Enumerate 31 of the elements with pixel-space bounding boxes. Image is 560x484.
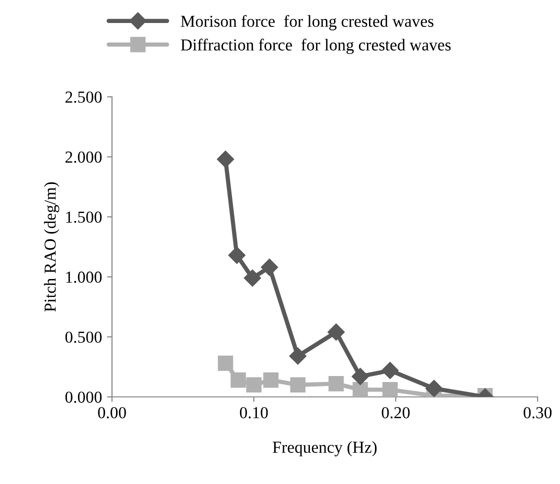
point (352, 382, 368, 397)
point (382, 382, 398, 397)
point (425, 380, 443, 397)
x-tick-label: 0.00 (98, 407, 126, 418)
y-tick-label: 0.500 (65, 332, 102, 343)
y-tick-label: 1.500 (66, 212, 102, 223)
x-tick-label: 0.10 (240, 407, 268, 418)
point (216, 150, 234, 168)
point (328, 376, 344, 392)
point (260, 258, 278, 276)
y-tick-label: 0.000 (65, 392, 102, 403)
point (328, 324, 345, 341)
legend-label: Diffraction force for long crested waves (180, 38, 451, 54)
legend-label: Morison force for long crested waves (180, 15, 434, 30)
y-tick-label: 2.000 (66, 152, 102, 163)
point (290, 377, 306, 393)
y-axis-title: Pitch RAO (deg/m) (44, 182, 60, 312)
point (246, 377, 262, 393)
point (230, 372, 246, 388)
x-tick-label: 0.20 (382, 407, 410, 418)
y-tick-label: 2.500 (66, 92, 102, 103)
point (289, 348, 306, 365)
point (244, 269, 261, 287)
x-axis-title: Frequency (Hz) (272, 441, 377, 456)
point (228, 246, 246, 264)
point (263, 372, 279, 388)
y-tick-label: 1.000 (66, 272, 102, 283)
point (218, 356, 234, 371)
point (382, 362, 399, 380)
x-tick-label: 0.30 (524, 407, 552, 418)
point (352, 368, 369, 386)
